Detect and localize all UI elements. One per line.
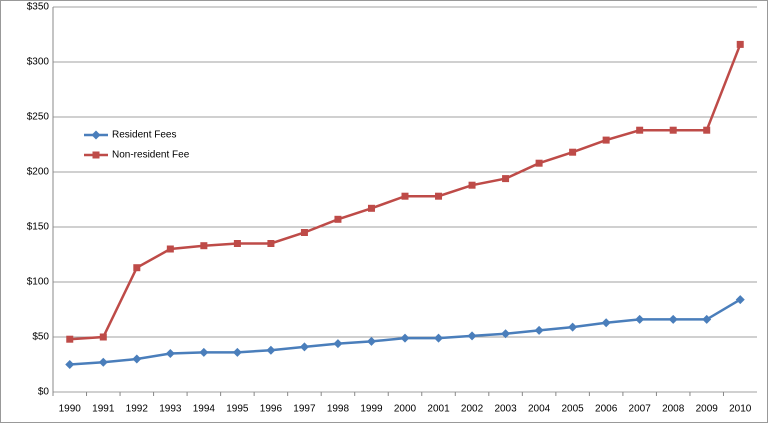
data-point [232, 347, 242, 357]
x-tick-label: 1997 [293, 404, 316, 415]
data-point [735, 295, 745, 305]
data-point [132, 354, 142, 364]
data-point [602, 136, 610, 144]
x-tick-label: 1993 [159, 404, 182, 415]
data-point [502, 175, 510, 183]
x-tick-label: 2004 [528, 404, 551, 415]
x-tick-label: 1996 [260, 404, 283, 415]
y-tick-label: $100 [27, 277, 50, 288]
x-tick-label: 2003 [494, 404, 517, 415]
data-point [366, 336, 376, 346]
x-tick-label: 1992 [126, 404, 149, 415]
data-point [468, 181, 476, 189]
data-point [568, 322, 578, 332]
data-point [300, 229, 308, 236]
legend-label: Resident Fees [112, 130, 176, 141]
data-point [99, 333, 107, 341]
x-tick-label: 2005 [561, 404, 584, 415]
y-tick-label: $150 [27, 222, 50, 233]
data-point [434, 333, 444, 343]
x-tick-label: 1990 [59, 404, 82, 415]
data-point [668, 314, 678, 324]
x-tick-label: 2006 [595, 404, 618, 415]
legend-swatch-marker [92, 151, 100, 159]
x-tick-label: 2002 [461, 404, 484, 415]
x-tick-label: 1994 [193, 404, 216, 415]
data-point [133, 264, 141, 272]
x-tick-label: 1991 [92, 404, 115, 415]
data-point [165, 349, 175, 358]
data-point [501, 329, 511, 339]
data-point [66, 335, 74, 343]
data-point [98, 357, 108, 367]
data-point [702, 314, 712, 324]
data-point [467, 331, 477, 341]
data-point [736, 40, 744, 48]
x-tick-label: 2009 [696, 404, 719, 415]
data-point [400, 333, 410, 343]
data-point [367, 204, 375, 212]
x-tick-label: 2008 [662, 404, 685, 415]
x-tick-label: 2001 [427, 404, 450, 415]
x-tick-label: 1998 [327, 404, 350, 415]
y-tick-label: $50 [32, 332, 49, 343]
data-point [266, 345, 276, 355]
y-tick-label: $0 [38, 387, 50, 398]
x-tick-label: 2007 [629, 404, 652, 415]
data-point [199, 347, 209, 357]
data-point [166, 245, 174, 253]
legend-swatch-marker [91, 130, 101, 140]
data-point [333, 339, 343, 349]
y-tick-label: $350 [27, 2, 50, 13]
y-tick-label: $250 [27, 112, 50, 123]
y-tick-label: $300 [27, 57, 50, 68]
data-point [535, 159, 543, 167]
x-tick-label: 2000 [394, 404, 417, 415]
data-point [669, 126, 677, 134]
x-tick-label: 1995 [226, 404, 249, 415]
data-point [267, 240, 275, 247]
data-point [569, 148, 577, 156]
data-point [299, 342, 309, 352]
data-point [636, 126, 644, 134]
data-point [435, 192, 443, 200]
data-point [401, 192, 409, 200]
data-point [534, 325, 544, 335]
data-point [233, 240, 241, 247]
data-point [703, 126, 711, 134]
legend-label: Non-resident Fee [112, 150, 190, 161]
data-point [601, 318, 611, 328]
data-point [334, 215, 342, 223]
x-tick-label: 2010 [729, 404, 752, 415]
y-tick-label: $200 [27, 167, 50, 178]
data-point [65, 360, 75, 369]
data-point [635, 314, 645, 324]
data-point [200, 242, 208, 250]
x-tick-label: 1999 [360, 404, 383, 415]
